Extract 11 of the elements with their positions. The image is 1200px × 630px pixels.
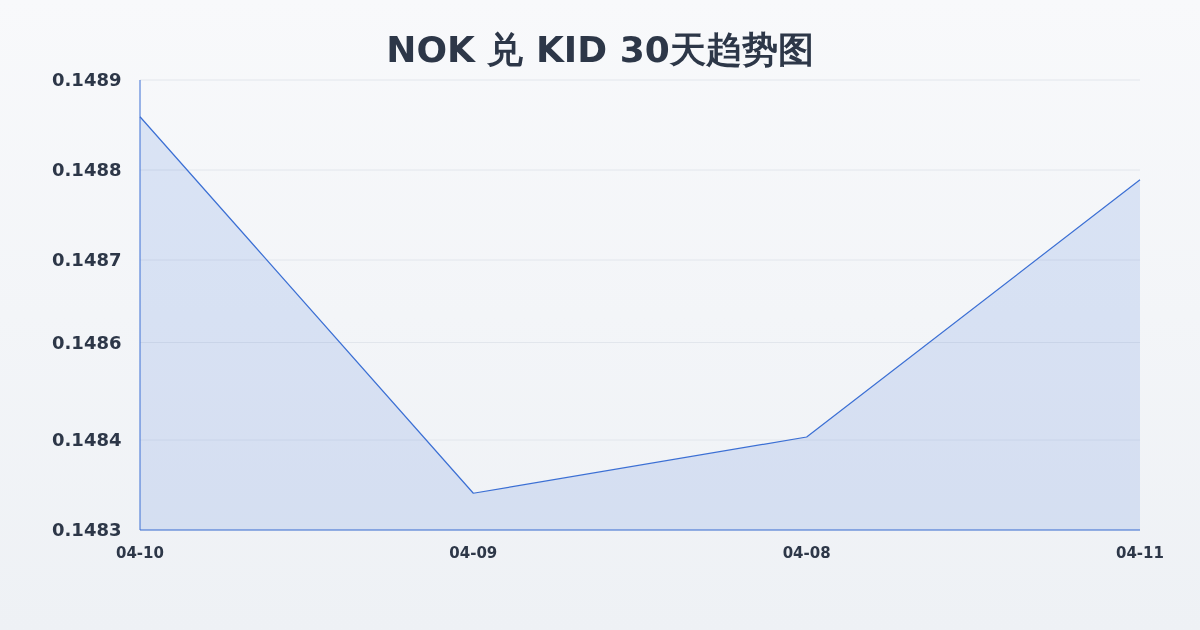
x-tick-label: 04-09 <box>449 544 498 562</box>
x-tick-label: 04-10 <box>116 544 164 562</box>
x-tick-label: 04-11 <box>1116 544 1164 562</box>
y-tick-label: 0.1487 <box>52 249 122 270</box>
x-tick-label: 04-08 <box>782 544 831 562</box>
y-tick-label: 0.1486 <box>52 331 122 353</box>
y-tick-label: 0.1488 <box>52 159 122 180</box>
chart-title: NOK 兑 KID 30天趋势图 <box>386 29 814 70</box>
y-tick-label: 0.1483 <box>52 519 122 540</box>
y-tick-label: 0.1489 <box>52 69 122 90</box>
y-tick-label: 0.1484 <box>52 429 122 450</box>
